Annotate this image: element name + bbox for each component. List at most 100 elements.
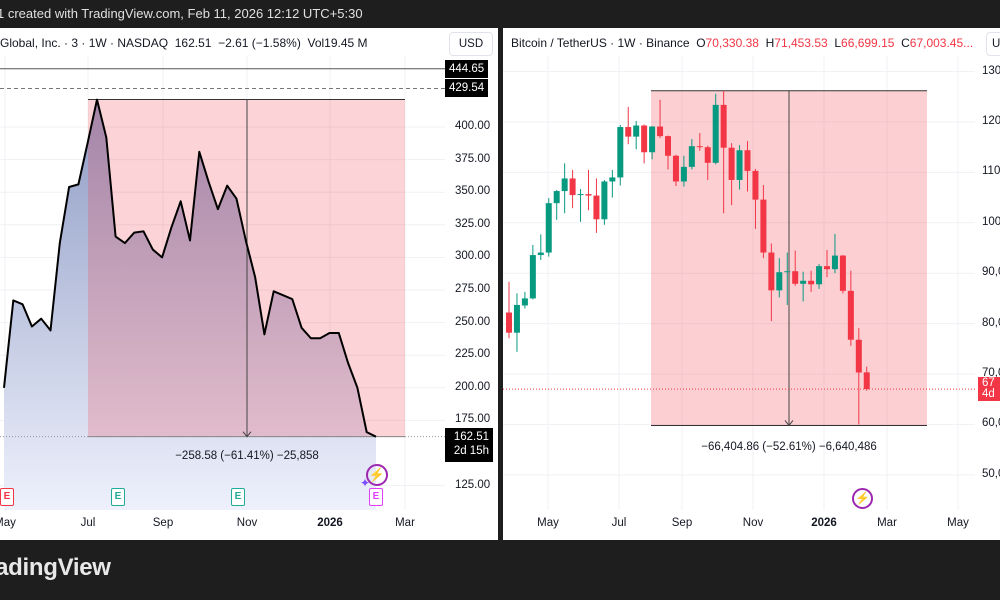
candle-body [776, 272, 783, 291]
candle [824, 250, 830, 278]
candle [776, 258, 783, 298]
candle-body [593, 195, 600, 220]
y-tick-label: 350.00 [455, 185, 491, 198]
x-tick-label: May [537, 517, 559, 529]
high-value: 71,453.53 [774, 36, 828, 50]
candle [665, 135, 671, 170]
x-tick-label: May [0, 517, 16, 529]
candle-body [712, 104, 719, 163]
candle [521, 291, 528, 309]
candle-body [672, 155, 679, 182]
y-tick-label: 70,000.00 [982, 367, 1000, 380]
caption-text: 1 created with TradingView.com, Feb 11, … [0, 6, 363, 21]
candle [577, 189, 584, 222]
y-tick-label: 125.00 [455, 478, 491, 491]
close-label: C [901, 36, 910, 50]
y-tick-label: 50,000.00 [982, 467, 1000, 480]
candle [529, 244, 536, 300]
candle [728, 143, 735, 206]
candle-body [680, 166, 687, 182]
y-tick-label: 275.00 [455, 283, 491, 295]
countdown: 2d 15h [453, 444, 489, 457]
last-price: 162.51 [174, 36, 212, 50]
currency-button[interactable]: USD [449, 32, 493, 56]
candle [816, 264, 823, 289]
candle-body [816, 266, 823, 285]
candle [744, 141, 751, 192]
candle-body [633, 125, 640, 137]
candle [649, 126, 656, 160]
candle-body [855, 339, 862, 373]
candle-body [649, 126, 656, 153]
candle [792, 250, 799, 286]
tradingview-logo: TradingView [0, 554, 111, 581]
earnings-marker[interactable]: E [369, 488, 383, 506]
candle [768, 243, 775, 322]
y-tick-label: 225.00 [455, 348, 491, 361]
y-tick-label: 100,000.00 [982, 215, 1000, 228]
candle-body [696, 146, 703, 148]
price-label-high: 444.65 [445, 59, 489, 78]
candle [506, 281, 512, 339]
candle [704, 145, 711, 180]
candle-body [665, 136, 671, 156]
x-tick-label: 2026 [317, 517, 343, 529]
candle-body [744, 150, 751, 171]
candle-body [506, 312, 512, 333]
candle [712, 93, 719, 165]
range-measure-label: −258.58 (−61.41%) −25,858 [175, 450, 319, 462]
countdown: 4d [982, 388, 995, 401]
y-tick-label: 120,000.00 [982, 115, 1000, 127]
candle-body [585, 194, 592, 196]
lightning-sparkle-icon[interactable]: ⚡ [366, 464, 388, 486]
candle-body [824, 266, 830, 270]
candle [808, 270, 815, 292]
candle [831, 233, 838, 274]
candle-body [728, 147, 735, 180]
x-tick-label: Mar [877, 517, 897, 529]
y-tick-label: 110,000.00 [982, 165, 1000, 178]
candle-body [657, 126, 664, 137]
candle-body [847, 290, 854, 340]
volume: Vol19.45 M [307, 36, 368, 50]
candle [760, 185, 767, 259]
candle-body [537, 252, 544, 256]
candle [513, 293, 520, 352]
y-tick-label: 400.00 [455, 120, 491, 132]
candle-body [529, 255, 536, 299]
y-tick-label: 90,000.00 [982, 266, 1000, 279]
top-caption-bar: 1 created with TradingView.com, Feb 11, … [0, 0, 1000, 28]
open-label: O [696, 36, 706, 50]
chart-pane-right[interactable]: Bitcoin / TetherUS · 1W · Binance O70,33… [503, 28, 1000, 540]
candle-body [863, 372, 870, 390]
lightning-icon[interactable]: ⚡ [852, 488, 873, 509]
x-tick-label: Mar [395, 517, 415, 529]
low-value: 66,699.15 [841, 36, 895, 50]
last-price-value: 162.51 [453, 430, 489, 443]
candle [672, 154, 679, 187]
candle [601, 179, 608, 225]
y-tick-label: 250.00 [455, 315, 491, 328]
candle-body [577, 194, 584, 196]
candle-body [784, 271, 791, 273]
arrow-down-icon [784, 420, 794, 427]
candle-body [601, 181, 608, 220]
candle-body [521, 298, 528, 306]
candle-body [545, 203, 552, 253]
candle [633, 120, 640, 150]
footer-bar: TradingView [0, 540, 1000, 600]
earnings-marker[interactable]: E [111, 488, 125, 506]
y-tick-label: 60,000.00 [982, 417, 1000, 430]
earnings-marker[interactable]: E [231, 488, 245, 506]
candle-body [704, 147, 711, 163]
y-tick-label: 175.00 [455, 413, 491, 426]
candle [855, 328, 862, 425]
currency-button[interactable]: U [986, 32, 1000, 56]
candle [625, 106, 632, 145]
x-tick-label: May [947, 517, 969, 529]
earnings-marker[interactable]: E [0, 488, 14, 506]
candle-body [569, 178, 576, 196]
range-measure-label: −66,404.86 (−52.61%) −6,640,486 [701, 441, 877, 453]
y-tick-label: 200.00 [455, 380, 491, 393]
candle [720, 90, 727, 214]
